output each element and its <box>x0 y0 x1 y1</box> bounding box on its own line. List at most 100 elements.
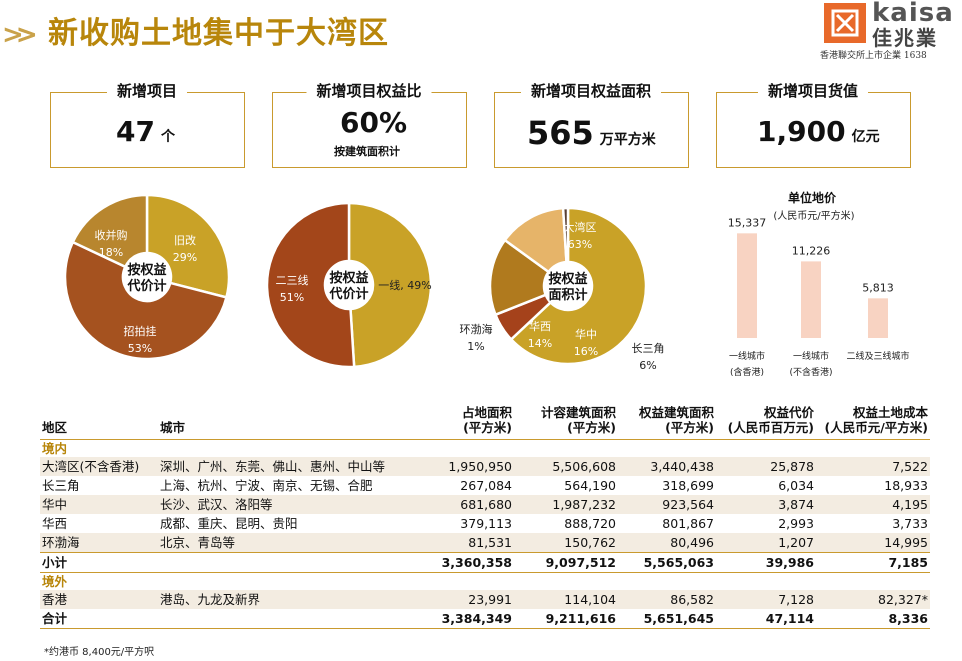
bar-category-label: 一线城市 <box>729 350 765 362</box>
table-cell: 14,995 <box>816 533 930 553</box>
bar-chart-subtitle: (人民币元/平方米) <box>773 209 854 222</box>
bar-chart-title: 单位地价 <box>788 190 837 205</box>
pie-center-label: 代价计 <box>328 286 368 302</box>
table-cell: 1,950,950 <box>420 457 514 476</box>
land-bank-table: 地区 城市 占地面积 (平方米) 计容建筑面积 (平方米) 权益建筑面积 (平方米) … <box>40 403 930 629</box>
table-cell: 1,207 <box>716 533 816 553</box>
pie-pct-label: 63% <box>568 238 592 251</box>
table-cell <box>158 552 420 573</box>
pie-label: 长三角 <box>632 342 665 355</box>
table-section-row: 境外 <box>40 573 930 591</box>
pie-label: 华中 <box>575 327 597 341</box>
pie-pct-label: 18% <box>99 246 123 259</box>
table-cell: 86,582 <box>618 590 716 609</box>
pie-hole <box>544 262 592 310</box>
table-cell: 23,991 <box>420 590 514 609</box>
table-cell: 7,522 <box>816 457 930 476</box>
bar-category-label: 二线及三线城市 <box>846 350 909 362</box>
col-header-gfa: 计容建筑面积 (平方米) <box>514 403 618 440</box>
table-cell <box>158 609 420 629</box>
chevron-right-icon: > <box>16 20 38 50</box>
table-cell: 47,114 <box>716 609 816 629</box>
table-cell: 379,113 <box>460 516 512 531</box>
pie-pct-label: 53% <box>128 342 152 355</box>
table-section-row: 境内 <box>40 440 930 458</box>
table-cell: 25,878 <box>716 457 816 476</box>
table-cell: 3,874 <box>716 495 816 514</box>
pie-label: 收并购 <box>95 228 128 242</box>
table-cell: 9,097,512 <box>514 552 618 573</box>
table-cell: 114,104 <box>514 590 618 609</box>
pie-pct-label: 6% <box>639 359 656 372</box>
pie-hole <box>123 253 171 301</box>
table-cell: 6,034 <box>778 478 814 493</box>
table-cell: 81,531 <box>420 533 514 553</box>
table-cell: 华西 <box>42 516 68 531</box>
footnote: *约港币 8,400元/平方呎 <box>44 647 155 658</box>
table-cell: 564,190 <box>564 478 616 493</box>
table-subtotal-row: 小计 3,360,358 9,097,512 5,565,063 39,986 7,185 <box>40 552 930 573</box>
table-cell: 长三角 <box>42 478 80 493</box>
table-header-row: 地区 城市 占地面积 (平方米) 计容建筑面积 (平方米) 权益建筑面积 (平方米) … <box>40 403 930 440</box>
table-cell: 4,195 <box>816 495 930 514</box>
kpi-value: 47 个 <box>116 115 175 148</box>
pie-center-label: 代价计 <box>126 278 166 294</box>
pie-center-label: 按权益 <box>548 271 587 287</box>
bar-category-label: (不含香港) <box>789 366 832 378</box>
table-cell: 大湾区(不含香港) <box>40 457 158 476</box>
pie-center-label: 面积计 <box>548 287 587 303</box>
kpi-subtext: 按建筑面积计 <box>334 145 400 158</box>
table-cell: 3,733 <box>892 516 928 531</box>
page-title: 新收购土地集中于大湾区 <box>48 16 389 51</box>
pie-pct-label: 16% <box>574 345 598 358</box>
bar-category-label: (含香港) <box>730 366 764 378</box>
table-cell: 923,564 <box>618 495 716 514</box>
table-cell: 888,720 <box>564 516 616 531</box>
col-header-region: 地区 <box>40 403 158 440</box>
bar-category-label: 一线城市 <box>793 350 829 362</box>
table-cell: 18,933 <box>884 478 928 493</box>
table-cell: 香港 <box>40 590 158 609</box>
col-header-site-area: 占地面积 (平方米) <box>420 403 514 440</box>
pie-label: 旧改 <box>174 233 196 247</box>
table-cell: 合计 <box>40 609 158 629</box>
kaisa-logo-icon <box>824 3 866 43</box>
table-cell: 华中 <box>40 495 158 514</box>
table-cell: 80,496 <box>618 533 716 553</box>
table-cell: 长沙、武汉、洛阳等 <box>158 495 420 514</box>
table-cell: 681,680 <box>420 495 514 514</box>
table-row: 大湾区(不含香港) 深圳、广州、东莞、佛山、惠州、中山等 1,950,950 5,50… <box>40 457 930 476</box>
table-cell: 801,867 <box>662 516 714 531</box>
kpi-label: 新增项目权益比 <box>306 80 432 102</box>
table-cell: 8,336 <box>816 609 930 629</box>
table-cell: 318,699 <box>662 478 714 493</box>
logo-text-cn: 佳兆業 <box>872 26 938 50</box>
pie-pct-label: 51% <box>280 291 304 304</box>
pie-label: 招拍挂 <box>124 324 157 338</box>
table-cell: 北京、青岛等 <box>158 533 420 553</box>
table-row: 华中 长沙、武汉、洛阳等 681,680 1,987,232 923,564 3,874 4… <box>40 495 930 514</box>
kpi-label: 新增项目权益面积 <box>520 80 662 102</box>
pie-label: 华西 <box>529 319 551 333</box>
table-cell: 3,440,438 <box>618 457 716 476</box>
pie-label: 一线, 49% <box>378 278 431 292</box>
pie-label: 环渤海 <box>460 322 493 336</box>
table-cell: 1,987,232 <box>514 495 618 514</box>
pie-pct-label: 14% <box>528 337 552 350</box>
table-total-row: 合计 3,384,349 9,211,616 5,651,645 47,114 8,336 <box>40 609 930 629</box>
bar-value-label: 5,813 <box>862 281 894 294</box>
table-cell: 港岛、九龙及新界 <box>158 590 420 609</box>
col-header-attributable-gfa: 权益建筑面积 (平方米) <box>618 403 716 440</box>
kpi-value: 565 万平方米 <box>527 114 656 152</box>
col-header-attributable-cost: 权益代价 (人民币百万元) <box>716 403 816 440</box>
col-header-land-cost: 权益土地成本 (人民币元/平方米) <box>816 403 930 440</box>
pie-pct-label: 1% <box>467 340 484 353</box>
pie-center-label: 按权益 <box>127 262 166 278</box>
table-cell: 9,211,616 <box>514 609 618 629</box>
pie-label: 大湾区 <box>564 220 597 234</box>
table-cell: 3,384,349 <box>420 609 514 629</box>
table-cell: 267,084 <box>460 478 512 493</box>
